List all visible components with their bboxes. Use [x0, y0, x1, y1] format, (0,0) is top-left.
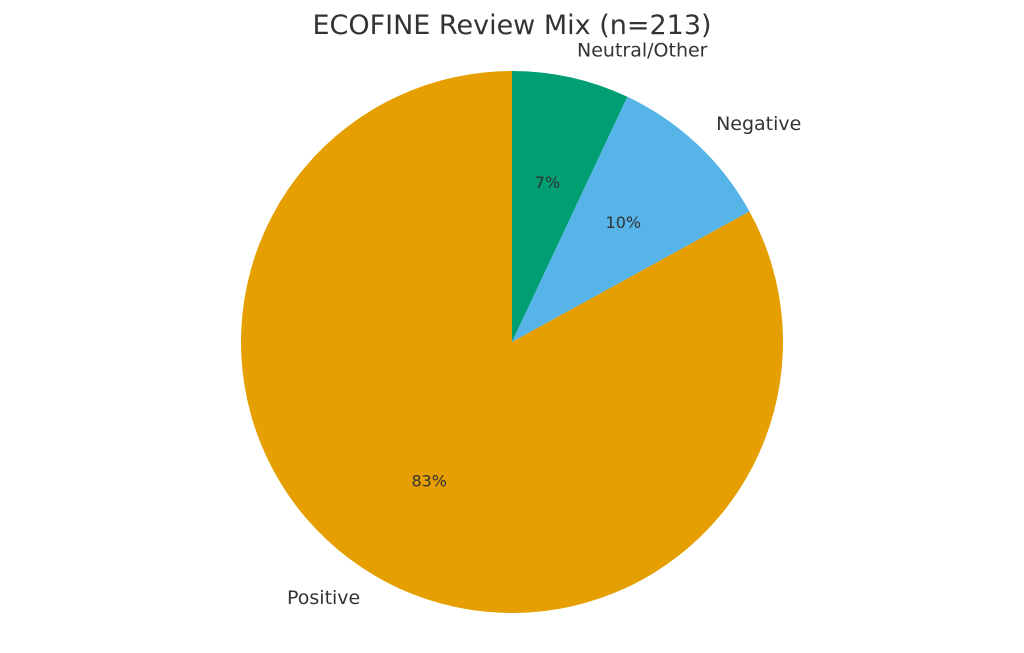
slice-label: Neutral/Other	[577, 40, 708, 62]
pie-slice-neutral-other	[512, 71, 628, 342]
pie-slice-positive	[241, 71, 783, 613]
slice-percent-label: 7%	[535, 173, 560, 192]
pie-slice-negative	[512, 96, 750, 342]
slice-percent-label: 83%	[411, 471, 447, 490]
slice-label: Negative	[716, 113, 801, 135]
slice-label: Positive	[287, 587, 360, 609]
slice-percent-label: 10%	[606, 213, 642, 232]
chart-title: ECOFINE Review Mix (n=213)	[312, 10, 711, 41]
